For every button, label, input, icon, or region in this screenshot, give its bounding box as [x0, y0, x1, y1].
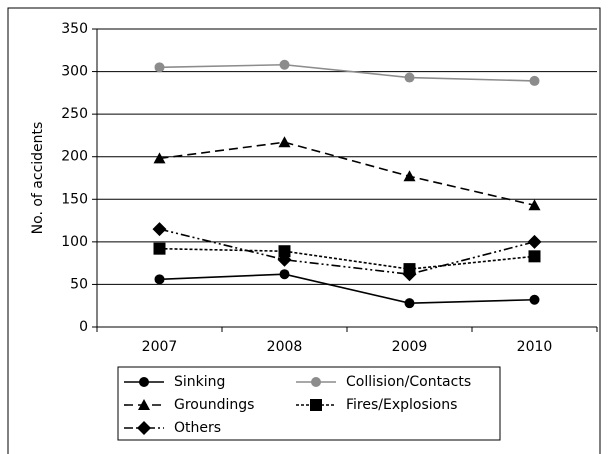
y-tick-label: 350 — [61, 21, 88, 37]
legend-label: Others — [174, 420, 221, 436]
x-tick-label: 2007 — [142, 339, 178, 355]
x-tick-label: 2010 — [517, 339, 553, 355]
marker — [402, 267, 417, 282]
marker — [310, 399, 322, 411]
y-tick-label: 0 — [79, 319, 88, 335]
y-tick-label: 100 — [61, 234, 88, 250]
series-line — [159, 63, 535, 82]
marker — [153, 242, 166, 255]
marker — [279, 59, 290, 70]
marker — [139, 377, 149, 387]
x-tick-label: 2008 — [267, 339, 303, 355]
marker — [404, 298, 415, 309]
marker — [154, 62, 165, 73]
series-line — [159, 247, 535, 270]
marker — [277, 252, 292, 267]
legend-label: Fires/Explosions — [346, 397, 457, 413]
y-tick-label: 300 — [61, 64, 88, 80]
marker — [404, 72, 415, 83]
y-tick-label: 150 — [61, 191, 88, 207]
series-line — [159, 141, 535, 207]
series-line — [159, 228, 535, 276]
legend-label: Groundings — [174, 397, 254, 413]
y-tick-label: 50 — [70, 276, 88, 292]
legend-box — [117, 366, 501, 441]
marker — [279, 269, 290, 280]
marker — [137, 421, 151, 435]
marker — [528, 199, 541, 211]
marker — [311, 377, 321, 387]
frame — [7, 7, 601, 454]
y-tick-label: 250 — [61, 106, 88, 122]
marker — [278, 136, 291, 148]
marker — [528, 250, 541, 263]
legend-label: Collision/Contacts — [346, 374, 471, 390]
marker — [278, 245, 291, 258]
y-tick-label: 200 — [61, 149, 88, 165]
marker — [529, 294, 540, 305]
x-tick-label: 2009 — [392, 339, 428, 355]
marker — [527, 234, 542, 249]
y-axis-title: No. of accidents — [30, 122, 46, 235]
marker — [403, 170, 416, 182]
marker — [152, 222, 167, 237]
marker — [154, 274, 165, 285]
series-line — [159, 273, 535, 304]
legend-label: Sinking — [174, 374, 225, 390]
marker — [529, 75, 540, 86]
marker — [138, 399, 150, 410]
marker — [153, 152, 166, 164]
